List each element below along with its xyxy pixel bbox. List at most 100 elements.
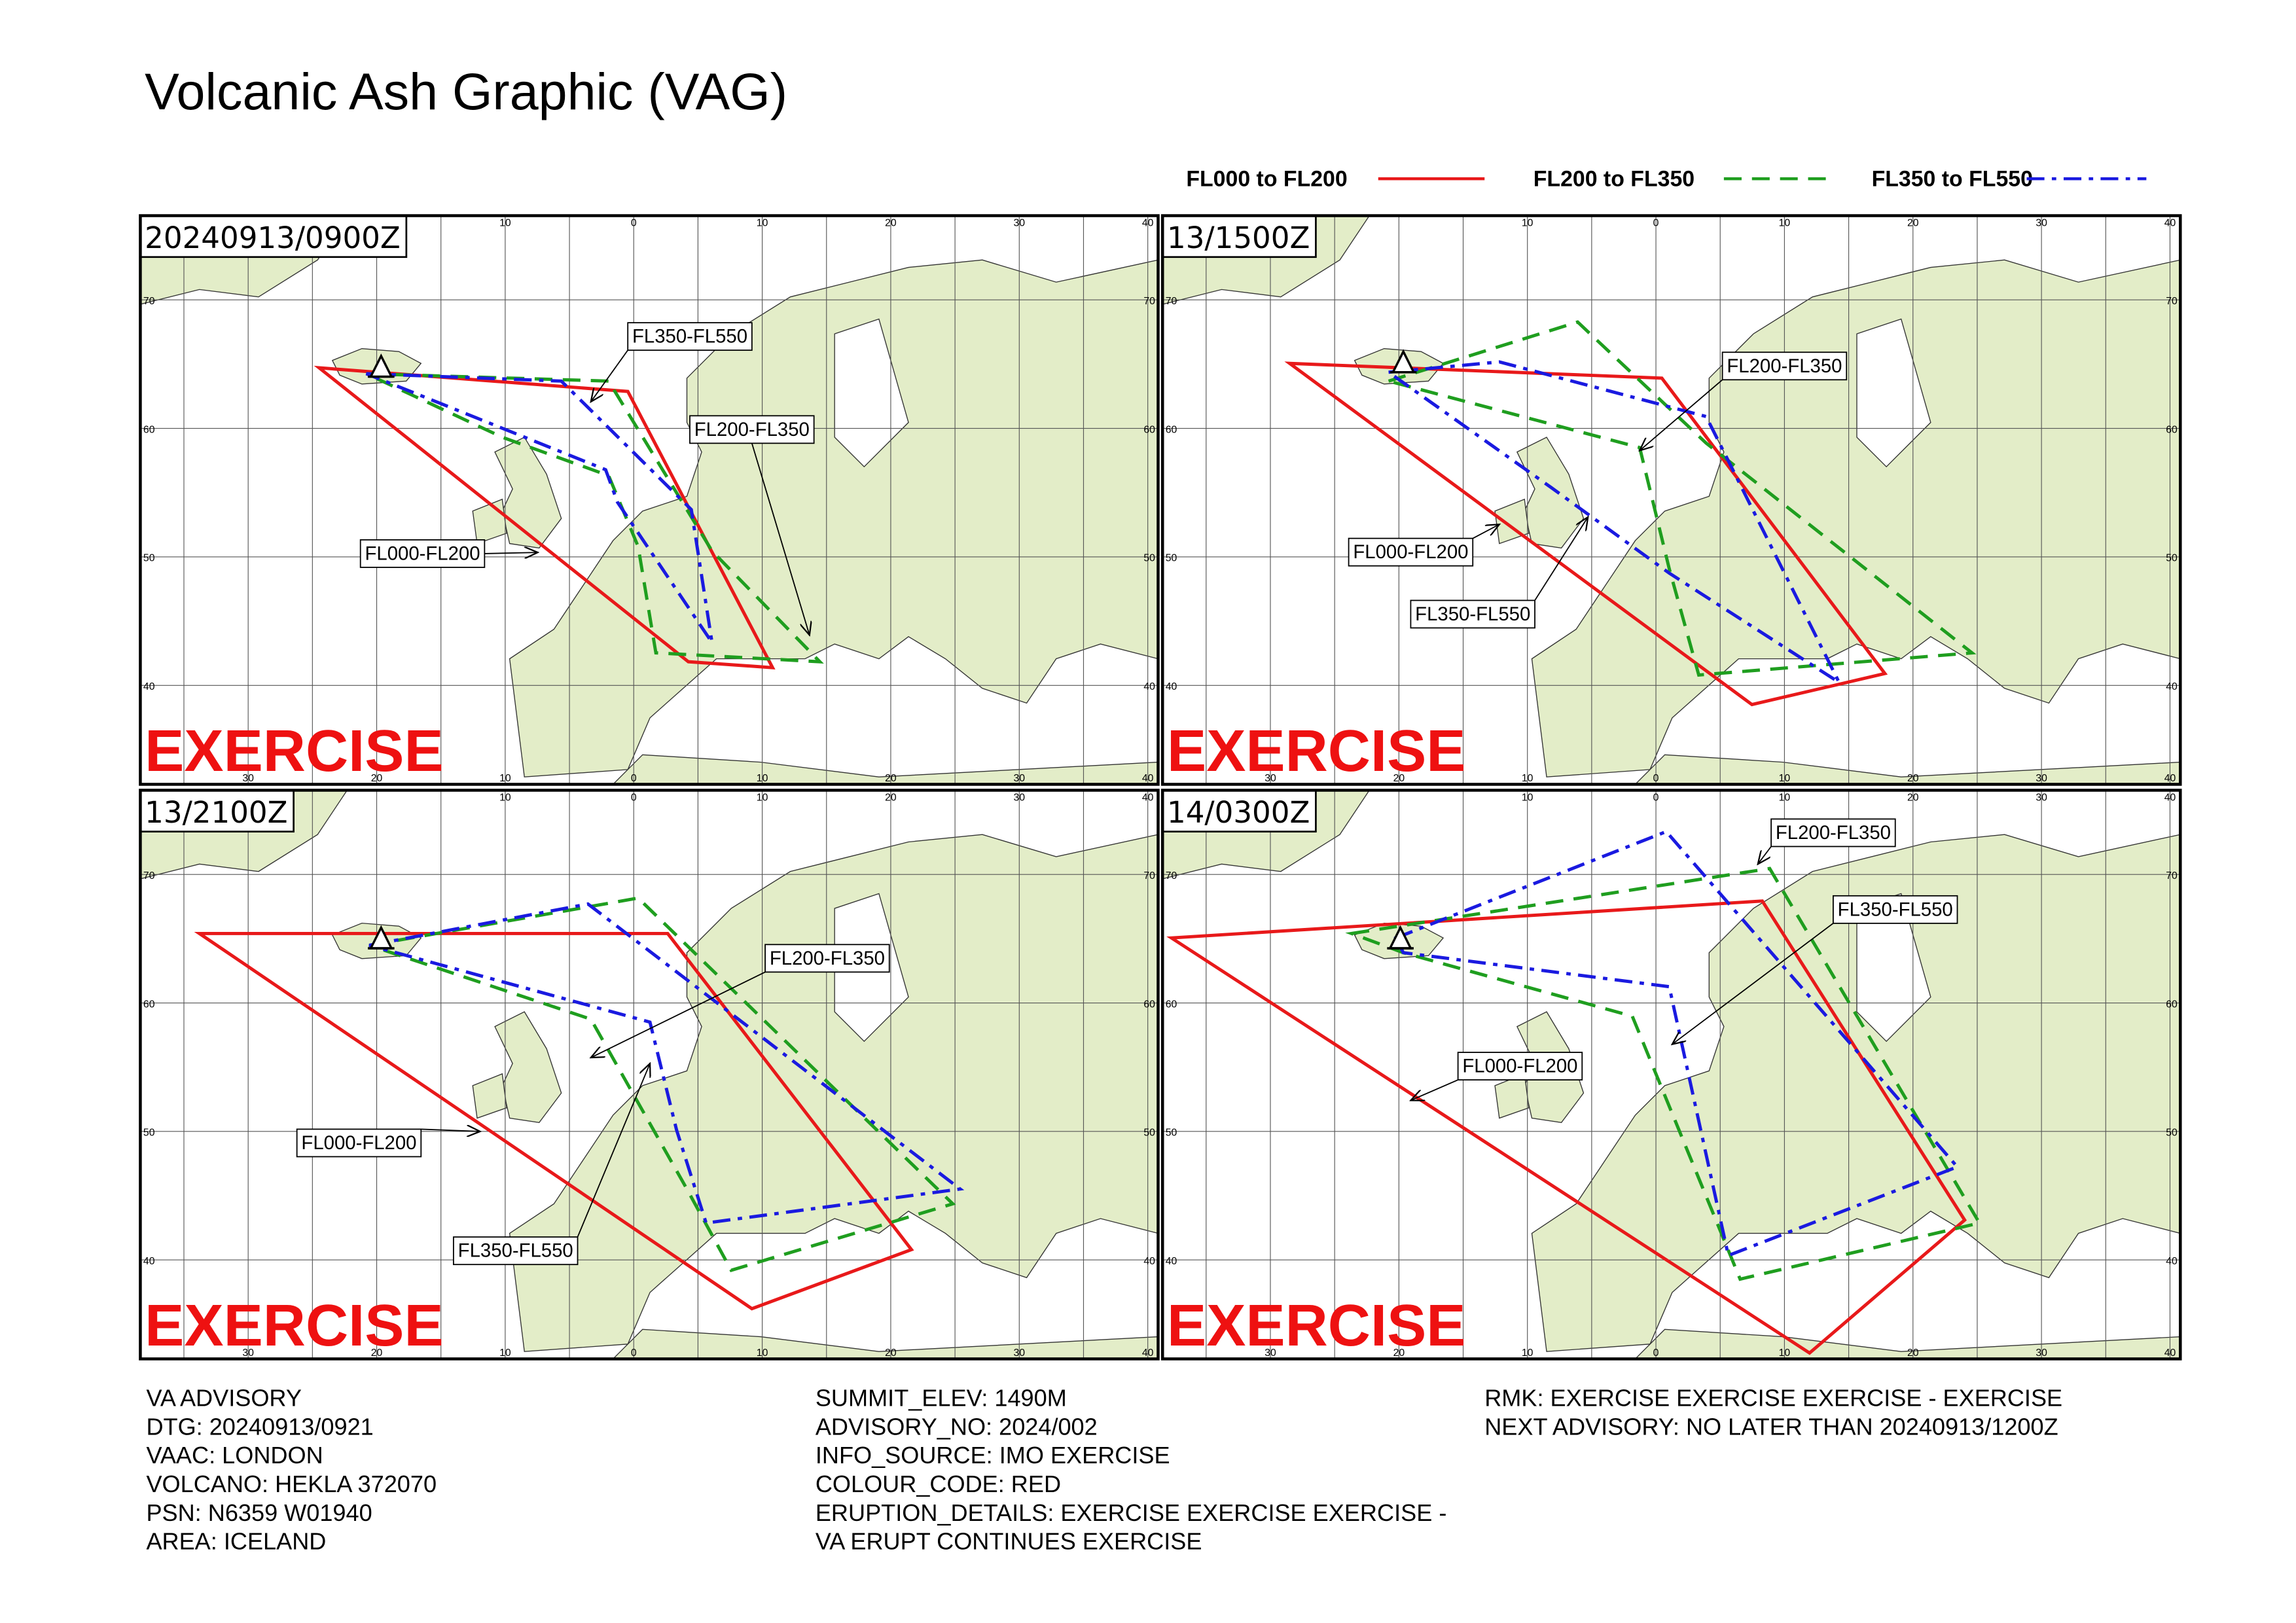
legend-label: FL200 to FL350 — [1534, 166, 1695, 191]
lon-label: 40 — [2164, 1347, 2176, 1359]
lat-label: 40 — [143, 681, 155, 692]
land — [494, 1011, 562, 1124]
leader-arrow — [421, 1129, 480, 1131]
lon-label: 20 — [1907, 792, 1919, 803]
level-label-box — [689, 415, 815, 444]
ash-fl350-fl550 — [1384, 360, 1844, 687]
land — [1634, 1329, 2181, 1359]
map-panel: 70 70 60 60 50 50 40 40 30 20 10 10 0 0 10 10 20 20 30 30 40… — [1160, 789, 2182, 1361]
leader-arrow — [591, 971, 766, 1058]
lat-label: 40 — [143, 1256, 155, 1267]
advisory-line: NEXT ADVISORY: NO LATER THAN 20240913/12… — [1484, 1413, 2058, 1440]
level-label: FL200-FL350 — [694, 419, 810, 440]
lat-label: 40 — [1166, 1256, 1177, 1267]
lat-label: 70 — [2166, 296, 2178, 307]
lat-label: 40 — [2166, 681, 2178, 692]
lat-label: 60 — [143, 999, 155, 1010]
map-body — [1162, 790, 2181, 1359]
land — [1531, 259, 2181, 777]
advisory-line: ERUPTION_DETAILS: EXERCISE EXERCISE EXER… — [816, 1499, 1446, 1526]
lon-label: 10 — [1522, 217, 1534, 228]
lon-label: 10 — [757, 217, 768, 228]
level-label: FL350-FL550 — [1838, 899, 1953, 920]
valid-time-box — [139, 789, 295, 833]
advisory-line: RMK: EXERCISE EXERCISE EXERCISE - EXERCI… — [1484, 1385, 2062, 1412]
leader-arrow — [1472, 524, 1499, 539]
leader-arrow — [577, 1063, 651, 1238]
leader-arrow — [1758, 846, 1772, 864]
lat-label: 40 — [1143, 681, 1155, 692]
advisory-line: PSN: N6359 W01940 — [146, 1499, 372, 1526]
page-title: Volcanic Ash Graphic (VAG) — [145, 62, 787, 120]
leader-arrow — [1640, 379, 1723, 450]
lon-label: 30 — [1265, 773, 1276, 784]
lon-label: 10 — [1522, 1347, 1534, 1359]
advisory-line: VA ADVISORY — [146, 1385, 301, 1412]
valid-time: 13/1500Z — [1167, 221, 1310, 255]
lat-label: 70 — [143, 296, 155, 307]
level-label: FL350-FL550 — [1415, 603, 1530, 625]
lon-label: 0 — [1653, 1347, 1659, 1359]
lon-label: 10 — [499, 792, 511, 803]
lon-label: 20 — [885, 773, 897, 784]
ash-fl000-fl200 — [314, 365, 776, 669]
lat-label: 70 — [143, 870, 155, 882]
lon-label: 20 — [885, 217, 897, 228]
lat-label: 60 — [1166, 424, 1177, 435]
lon-label: 0 — [1653, 217, 1659, 228]
lat-label: 60 — [143, 424, 155, 435]
lon-label: 0 — [631, 1347, 637, 1359]
level-label-box — [764, 944, 890, 973]
lon-label: 40 — [1142, 792, 1154, 803]
ash-fl000-fl200 — [194, 931, 914, 1311]
lat-label: 50 — [2166, 553, 2178, 564]
lon-label: 30 — [2036, 773, 2047, 784]
lon-label: 20 — [1907, 773, 1919, 784]
lon-label: 10 — [499, 217, 511, 228]
lon-label: 0 — [631, 792, 637, 803]
lon-label: 10 — [499, 1347, 511, 1359]
lat-label: 60 — [2166, 999, 2178, 1010]
ash-fl200-fl350 — [1382, 320, 1977, 677]
level-label-box — [1721, 351, 1848, 381]
level-label-box — [452, 1236, 579, 1266]
lat-label: 50 — [2166, 1128, 2178, 1139]
land — [1516, 437, 1585, 549]
land — [472, 1073, 507, 1119]
lat-label: 60 — [1143, 999, 1155, 1010]
level-label: FL350-FL550 — [458, 1240, 573, 1262]
level-label: FL200-FL350 — [770, 948, 885, 969]
lat-label: 70 — [1143, 870, 1155, 882]
lon-label: 10 — [757, 1347, 768, 1359]
lon-label: 10 — [757, 792, 768, 803]
leader-arrow — [591, 349, 628, 402]
map-panel: 70 70 60 60 50 50 40 40 30 20 10 10 0 0 10 10 20 20 30 30 40… — [139, 789, 1160, 1361]
lon-label: 30 — [1014, 217, 1026, 228]
lon-label: 20 — [885, 1347, 897, 1359]
lon-label: 30 — [1014, 1347, 1026, 1359]
lon-label: 10 — [1779, 1347, 1791, 1359]
lon-label: 30 — [2036, 217, 2047, 228]
level-label: FL200-FL350 — [1776, 822, 1891, 844]
advisory-line: AREA: ICELAND — [146, 1528, 326, 1555]
map-body — [1162, 215, 2181, 785]
lat-label: 50 — [1143, 1128, 1155, 1139]
lon-label: 0 — [631, 773, 637, 784]
lon-label: 10 — [1522, 792, 1534, 803]
panel-frame — [139, 789, 1160, 1361]
panel-frame — [139, 214, 1160, 786]
level-label-box — [1770, 818, 1896, 847]
exercise-watermark: EXERCISE — [145, 1293, 443, 1359]
valid-time-box — [1161, 789, 1317, 833]
lon-label: 20 — [1907, 217, 1919, 228]
lon-label: 10 — [499, 773, 511, 784]
advisory-line: VAAC: LONDON — [146, 1442, 323, 1469]
lon-label: 10 — [1779, 792, 1791, 803]
advisory-line: COLOUR_CODE: RED — [816, 1471, 1061, 1497]
lon-label: 40 — [2164, 773, 2176, 784]
lat-label: 70 — [1166, 870, 1177, 882]
leader-arrow — [751, 443, 810, 635]
lon-label: 40 — [2164, 217, 2176, 228]
level-label: FL000-FL200 — [301, 1132, 416, 1154]
